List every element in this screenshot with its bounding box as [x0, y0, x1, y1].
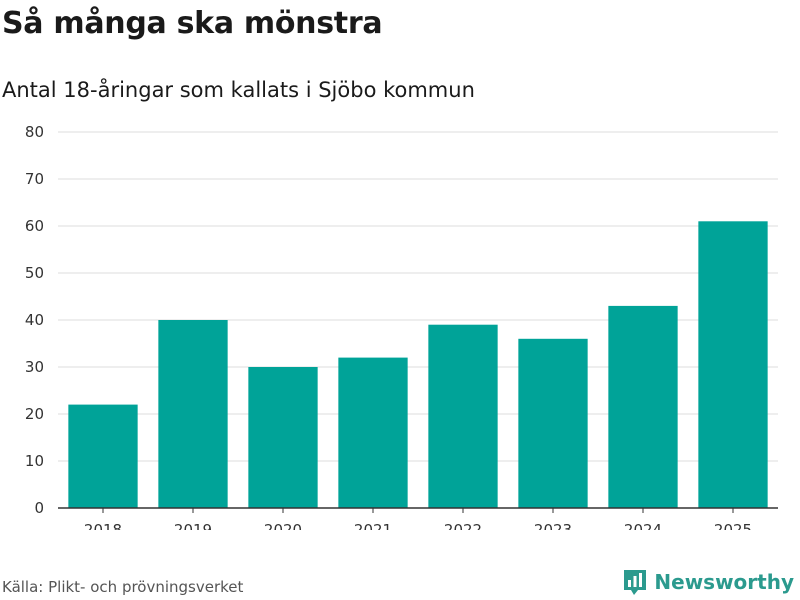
brand-name: Newsworthy — [654, 570, 794, 594]
bar — [698, 221, 768, 509]
x-tick-label: 2025 — [714, 521, 752, 530]
x-tick-label: 2024 — [624, 521, 662, 530]
bar-chart: 0 10 20 30 40 50 60 70 80 2018 2019 2020 2021 2022 202… — [25, 123, 778, 530]
bar — [338, 357, 408, 508]
bar — [518, 338, 588, 508]
y-tick-label: 30 — [25, 358, 44, 376]
y-tick-label: 70 — [25, 170, 44, 188]
brand-logo: Newsworthy — [622, 568, 794, 596]
bar-chart-logo-icon — [624, 570, 647, 595]
x-tick-label: 2020 — [264, 521, 302, 530]
x-tick-label: 2023 — [534, 521, 572, 530]
y-tick-label: 20 — [25, 405, 44, 423]
chart-title: Så många ska mönstra — [2, 6, 383, 41]
bars — [68, 221, 768, 509]
axes: 0 10 20 30 40 50 60 70 80 2018 2019 2020 2021 2022 202… — [25, 123, 778, 530]
bar — [248, 367, 318, 508]
bar — [428, 324, 498, 508]
bar — [608, 305, 678, 508]
y-tick-label: 10 — [25, 452, 44, 470]
source-note: Källa: Plikt- och prövningsverket — [2, 578, 244, 596]
y-tick-label: 0 — [34, 499, 44, 517]
chart-subtitle: Antal 18-åringar som kallats i Sjöbo kom… — [2, 78, 475, 102]
x-tick-label: 2021 — [354, 521, 392, 530]
bar — [158, 320, 228, 508]
y-tick-label: 60 — [25, 217, 44, 235]
bar — [68, 404, 138, 508]
y-tick-label: 40 — [25, 311, 44, 329]
x-tick-label: 2018 — [84, 521, 122, 530]
x-tick-label: 2022 — [444, 521, 482, 530]
y-tick-label: 50 — [25, 264, 44, 282]
y-tick-label: 80 — [25, 123, 44, 141]
x-tick-label: 2019 — [174, 521, 212, 530]
